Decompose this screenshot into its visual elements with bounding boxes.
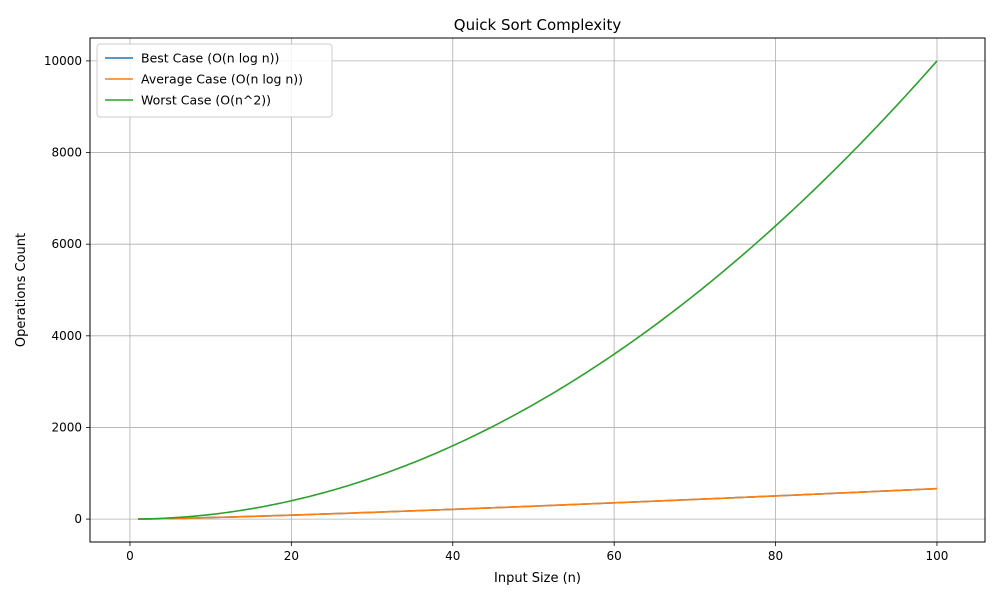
y-tick-label: 8000 [51,146,82,160]
legend-label: Worst Case (O(n^2)) [141,93,271,108]
series-line-2 [138,487,938,520]
x-tick-label: 40 [445,549,460,563]
x-axis-title: Input Size (n) [494,571,581,586]
y-tick-label: 2000 [51,420,82,434]
y-tick-label: 4000 [51,329,82,343]
chart-title: Quick Sort Complexity [454,16,622,34]
legend-label: Best Case (O(n log n)) [141,51,279,66]
x-tick-label: 20 [284,549,299,563]
x-tick-label: 80 [768,549,783,563]
series-line-1 [138,487,938,520]
y-axis-title: Operations Count [14,233,29,347]
plot-frame [89,37,986,543]
legend: Best Case (O(n log n)) Average Case (O(n … [96,43,333,118]
y-axis-ticks: 0 2000 4000 6000 8000 10000 [44,54,90,526]
legend-label: Average Case (O(n log n)) [141,72,303,87]
y-tick-label: 0 [74,512,82,526]
x-tick-label: 100 [926,549,949,563]
series-line-3 [138,60,938,520]
y-tick-label: 10000 [44,54,82,68]
x-tick-label: 0 [126,549,134,563]
legend-box [96,43,333,118]
x-tick-label: 60 [607,549,622,563]
x-axis-ticks: 0 20 40 60 80 100 [126,542,948,563]
series-lines [138,60,938,520]
y-tick-label: 6000 [51,237,82,251]
